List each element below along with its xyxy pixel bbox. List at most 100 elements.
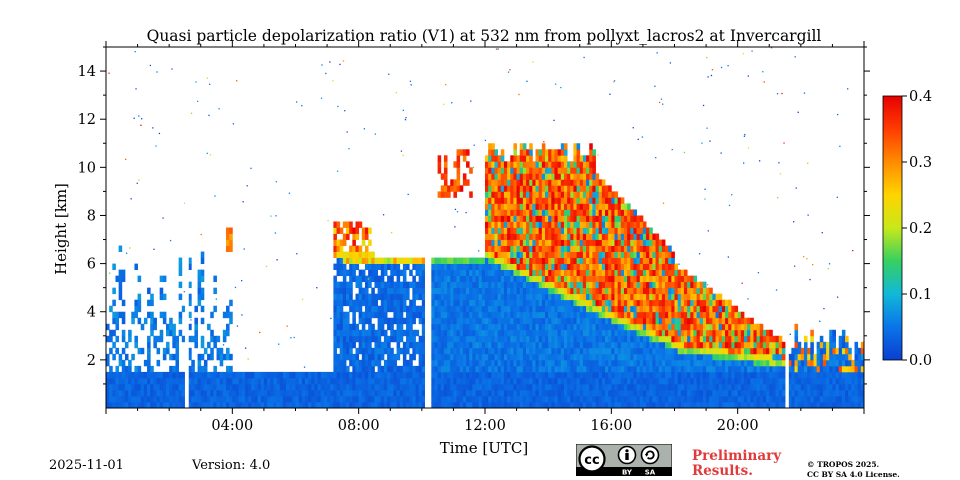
heatmap-cell	[706, 354, 710, 360]
heatmap-cell	[217, 336, 221, 342]
heatmap-cell	[545, 155, 549, 161]
heatmap-cell	[558, 173, 562, 179]
heatmap-cell	[690, 348, 694, 354]
heatmap-cell	[333, 366, 337, 372]
heatmap-cell	[693, 288, 697, 294]
heatmap-cell	[229, 240, 233, 246]
heatmap-cell	[340, 300, 344, 306]
heatmap-cell	[678, 282, 682, 288]
heatmap-cell	[472, 264, 476, 270]
heatmap-cell	[387, 384, 391, 390]
heatmap-cell	[359, 366, 363, 372]
heatmap-cell	[397, 306, 401, 312]
heatmap-cell	[217, 396, 221, 402]
heatmap-cell	[630, 252, 634, 258]
heatmap-cell	[542, 179, 546, 185]
heatmap-cell	[753, 342, 757, 348]
heatmap-cell	[504, 294, 508, 300]
heatmap-cell	[592, 318, 596, 324]
heatmap-cell	[384, 378, 388, 384]
heatmap-cell	[602, 203, 606, 209]
heatmap-cell	[829, 348, 833, 354]
heatmap-cell	[567, 276, 571, 282]
heatmap-cell	[681, 396, 685, 402]
heatmap-cell	[122, 348, 126, 354]
heatmap-cell	[712, 390, 716, 396]
heatmap-cell	[630, 402, 634, 408]
heatmap-cell	[532, 246, 536, 252]
heatmap-cell	[678, 378, 682, 384]
heatmap-cell	[804, 378, 808, 384]
heatmap-cell	[719, 336, 723, 342]
heatmap-cell	[548, 402, 552, 408]
heatmap-cell	[757, 342, 761, 348]
heatmap-cell	[273, 372, 277, 378]
heatmap-cell	[618, 372, 622, 378]
heatmap-cell	[804, 402, 808, 408]
heatmap-cell	[431, 348, 435, 354]
heatmap-cell	[523, 306, 527, 312]
heatmap-cell	[596, 294, 600, 300]
heatmap-cell	[346, 396, 350, 402]
heatmap-cell	[220, 402, 224, 408]
heatmap-cell	[453, 348, 457, 354]
heatmap-cell	[447, 264, 451, 270]
heatmap-cell	[333, 228, 337, 234]
heatmap-cell	[163, 384, 167, 390]
heatmap-cell	[583, 402, 587, 408]
heatmap-cell	[769, 384, 773, 390]
heatmap-cell	[652, 390, 656, 396]
heatmap-cell	[548, 318, 552, 324]
heatmap-cell	[577, 264, 581, 270]
heatmap-cell	[529, 234, 533, 240]
heatmap-cell	[513, 185, 517, 191]
heatmap-cell	[406, 378, 410, 384]
heatmap-cell	[359, 221, 363, 227]
heatmap-cell	[558, 197, 562, 203]
heatmap-cell	[504, 300, 508, 306]
heatmap-cell	[675, 324, 679, 330]
heatmap-cell	[232, 378, 236, 384]
heatmap-cell	[671, 366, 675, 372]
heatmap-cell	[618, 384, 622, 390]
heatmap-cell	[109, 348, 113, 354]
heatmap-cell	[412, 354, 416, 360]
heatmap-cell	[494, 348, 498, 354]
heatmap-cell	[611, 300, 615, 306]
heatmap-cell	[333, 348, 337, 354]
heatmap-cell	[532, 324, 536, 330]
heatmap-cell	[447, 402, 451, 408]
heatmap-cell	[542, 306, 546, 312]
heatmap-cell	[138, 396, 142, 402]
heatmap-cell	[706, 390, 710, 396]
heatmap-cell	[469, 318, 473, 324]
heatmap-cell	[264, 384, 268, 390]
heatmap-cell	[829, 384, 833, 390]
heatmap-cell	[422, 312, 426, 318]
heatmap-cell	[498, 161, 502, 167]
heatmap-cell	[624, 270, 628, 276]
heatmap-cell	[507, 306, 511, 312]
heatmap-cell	[122, 276, 126, 282]
heatmap-cell	[494, 402, 498, 408]
heatmap-cell	[766, 372, 770, 378]
heatmap-cell	[264, 390, 268, 396]
heatmap-cell	[577, 221, 581, 227]
heatmap-cell	[476, 300, 480, 306]
heatmap-cell	[482, 264, 486, 270]
heatmap-cell	[457, 378, 461, 384]
heatmap-cell	[779, 366, 783, 372]
heatmap-cell	[403, 342, 407, 348]
heatmap-cell	[763, 366, 767, 372]
heatmap-cell	[716, 312, 720, 318]
heatmap-cell	[611, 372, 615, 378]
heatmap-cell	[476, 318, 480, 324]
heatmap-cell	[684, 402, 688, 408]
heatmap-cell	[589, 324, 593, 330]
heatmap-cell	[390, 330, 394, 336]
heatmap-cell	[150, 330, 154, 336]
heatmap-cell	[596, 324, 600, 330]
heatmap-cell	[504, 402, 508, 408]
heatmap-cell	[589, 282, 593, 288]
heatmap-cell	[633, 276, 637, 282]
